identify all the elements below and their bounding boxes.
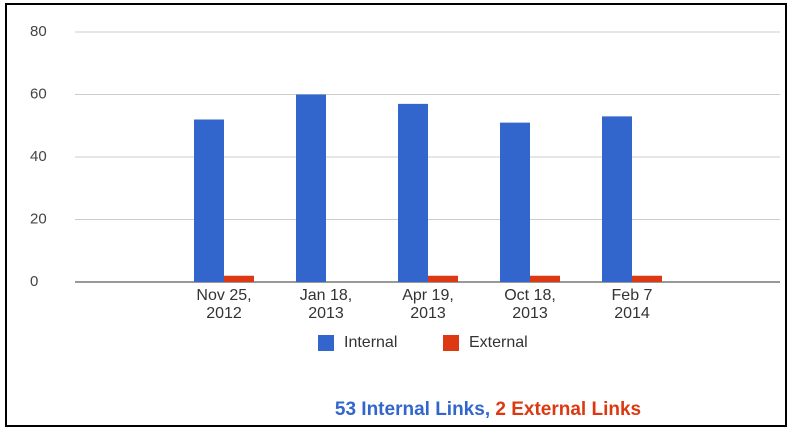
bar — [296, 94, 326, 282]
legend-swatch — [443, 335, 459, 351]
y-tick-label: 60 — [30, 85, 47, 102]
bar — [194, 119, 224, 282]
legend-swatch — [318, 335, 334, 351]
y-tick-label: 20 — [30, 210, 47, 227]
footer-external: 2 External Links — [495, 399, 641, 420]
footer-separator: , — [485, 399, 490, 420]
bar — [500, 122, 530, 282]
x-tick-label: Jan 18, 2013 — [299, 287, 353, 322]
y-tick-label: 40 — [30, 148, 47, 165]
footer: 53 Internal Links, 2 External Links — [335, 399, 641, 420]
bar — [224, 275, 254, 282]
bar — [530, 275, 560, 282]
x-tick-label: Nov 25, 2012 — [196, 287, 252, 322]
frame — [5, 3, 787, 427]
x-tick-label: Apr 19, 2013 — [402, 287, 454, 322]
bar — [428, 275, 458, 282]
y-tick-label: 80 — [30, 23, 47, 40]
bar — [602, 116, 632, 282]
legend-label: External — [469, 334, 528, 351]
x-tick-label: Oct 18, 2013 — [504, 287, 556, 322]
legend-label: Internal — [344, 334, 397, 351]
y-tick-label: 0 — [30, 273, 38, 290]
x-tick-label: Feb 7 2014 — [611, 287, 653, 322]
bar — [632, 275, 662, 282]
bar — [398, 103, 428, 282]
footer-internal: 53 Internal Links — [335, 399, 485, 420]
